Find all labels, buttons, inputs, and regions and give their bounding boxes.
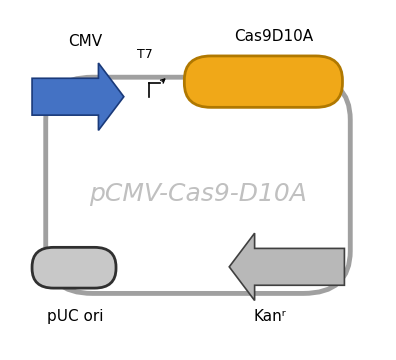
Text: T7: T7 — [137, 48, 153, 61]
FancyBboxPatch shape — [184, 56, 343, 107]
Polygon shape — [32, 63, 124, 130]
Text: pUC ori: pUC ori — [47, 309, 103, 324]
Text: Cas9D10A: Cas9D10A — [234, 29, 314, 44]
Text: CMV: CMV — [68, 34, 102, 49]
Text: pCMV-Cas9-D10A: pCMV-Cas9-D10A — [89, 182, 307, 206]
FancyBboxPatch shape — [32, 247, 116, 288]
Text: Kanʳ: Kanʳ — [254, 309, 287, 324]
Polygon shape — [229, 233, 345, 301]
